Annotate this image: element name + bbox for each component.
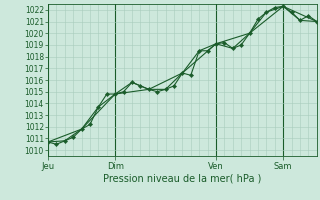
X-axis label: Pression niveau de la mer( hPa ): Pression niveau de la mer( hPa ) [103, 173, 261, 183]
